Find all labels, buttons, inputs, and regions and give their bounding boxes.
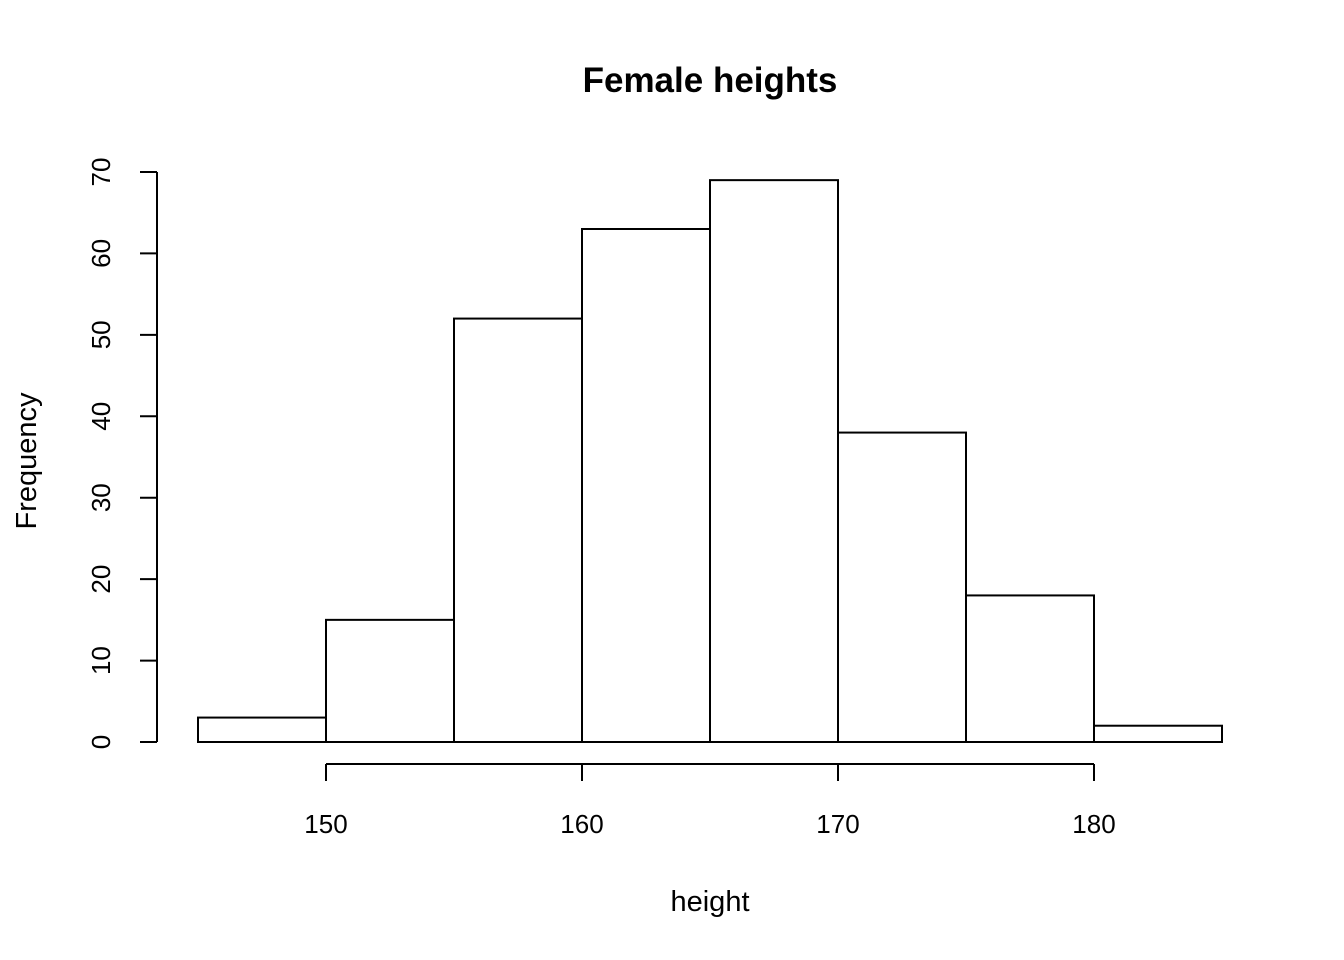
x-tick-label: 180 bbox=[1072, 809, 1115, 839]
chart-title: Female heights bbox=[583, 61, 838, 100]
x-tick-label: 170 bbox=[816, 809, 859, 839]
histogram-bar-165-170 bbox=[709, 179, 839, 743]
histogram-bar-155-160 bbox=[453, 317, 583, 743]
y-tick-label: 50 bbox=[86, 320, 116, 349]
x-axis: 150 160 170 180 bbox=[304, 763, 1116, 839]
histogram-bar-145-150 bbox=[197, 716, 327, 743]
histogram-bar-160-165 bbox=[581, 228, 711, 743]
y-tick-label: 20 bbox=[86, 565, 116, 594]
y-axis-label: Frequency bbox=[11, 392, 43, 530]
y-tick-label: 70 bbox=[86, 158, 116, 187]
y-tick-label: 0 bbox=[86, 735, 116, 749]
x-tick-label: 150 bbox=[304, 809, 347, 839]
y-tick-label: 30 bbox=[86, 483, 116, 512]
bars-group bbox=[197, 179, 1223, 744]
histogram-bar-170-175 bbox=[837, 431, 967, 743]
y-tick-label: 60 bbox=[86, 239, 116, 268]
y-axis: 0 10 20 30 40 50 60 70 bbox=[86, 158, 158, 749]
y-tick-label: 10 bbox=[86, 646, 116, 675]
y-tick-label: 40 bbox=[86, 402, 116, 431]
x-axis-label: height bbox=[670, 886, 749, 918]
histogram-bar-180-185 bbox=[1093, 724, 1223, 744]
histogram-bar-150-155 bbox=[325, 618, 455, 743]
histogram-bar-175-180 bbox=[965, 594, 1095, 744]
x-tick-label: 160 bbox=[560, 809, 603, 839]
